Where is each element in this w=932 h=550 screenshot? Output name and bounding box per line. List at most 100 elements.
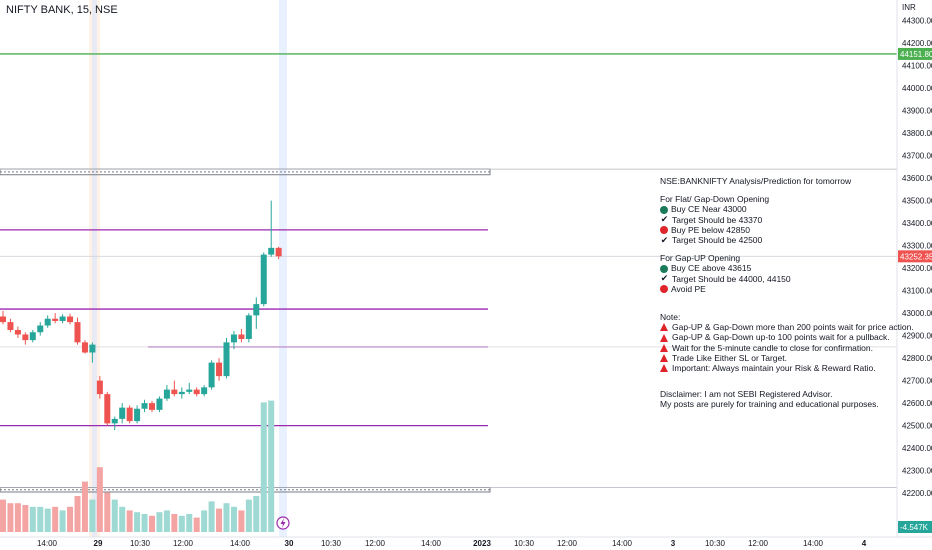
volume-bar: [201, 510, 208, 532]
x-tick-label: 12:00: [365, 539, 386, 548]
candle-body: [275, 247, 282, 257]
y-tick-label: 43800.00: [902, 129, 932, 138]
candle-body: [186, 389, 193, 392]
check-icon: ✔: [660, 234, 669, 245]
volume-bar: [238, 510, 245, 532]
x-tick-label: 14:00: [37, 539, 58, 548]
candle-body: [134, 408, 141, 422]
note-item: Gap-UP & Gap-Down more than 200 points w…: [660, 322, 922, 332]
volume-bar: [216, 508, 223, 532]
x-tick-label: 2023: [473, 539, 491, 548]
candle-body: [52, 318, 59, 321]
volume-bar: [223, 503, 230, 532]
volume-bar: [119, 506, 126, 532]
note-item-text: Wait for the 5-minute candle to close fo…: [672, 342, 873, 353]
gapup-heading: For Gap-UP Opening: [660, 253, 741, 264]
candle-body: [230, 334, 237, 343]
volume-bar: [186, 514, 193, 532]
y-tick-label: 42800.00: [902, 354, 932, 363]
green-dot-icon: [660, 205, 668, 214]
x-tick-label: 12:00: [557, 539, 578, 548]
y-tick-label: 43200.00: [902, 264, 932, 273]
note-item: Important: Always maintain your Risk & R…: [660, 363, 922, 373]
flat-item-text: Buy PE below 42850: [671, 224, 750, 235]
candle-body: [216, 362, 223, 377]
y-tick-label: 44200.00: [902, 39, 932, 48]
volume-bar: [81, 481, 88, 532]
y-tick-label: 42400.00: [902, 444, 932, 453]
volume-bar: [59, 510, 66, 532]
candle-body: [81, 342, 88, 353]
gapup-item-text: Avoid PE: [671, 283, 706, 294]
candle-body: [141, 403, 148, 409]
volume-bar: [141, 514, 148, 532]
volume-bar: [178, 515, 185, 532]
gapup-item: ✔ Target Should be 44000, 44150: [660, 274, 922, 284]
volume-bar: [134, 512, 141, 532]
note-title: NSE:BANKNIFTY Analysis/Prediction for to…: [660, 176, 852, 186]
price-tag-label: 43252.35: [900, 252, 932, 261]
x-tick-label: 3: [671, 539, 676, 548]
volume-bar: [163, 510, 170, 532]
analysis-note: NSE:BANKNIFTY Analysis/Prediction for to…: [660, 176, 922, 410]
volume-bar: [14, 503, 21, 532]
volume-bar: [52, 506, 59, 532]
flat-item: ✔ Target Should be 42500: [660, 235, 922, 245]
candle-body: [260, 254, 267, 305]
note-item: Trade Like Either SL or Target.: [660, 353, 922, 363]
price-tag-label: 44151.80: [900, 50, 932, 59]
candle-body: [0, 316, 6, 323]
note-item-text: Gap-UP & Gap-Down more than 200 points w…: [672, 322, 914, 333]
note-item-text: Gap-UP & Gap-Down up-to 100 points wait …: [672, 332, 890, 343]
volume-bar: [245, 499, 252, 532]
y-tick-label: 42700.00: [902, 377, 932, 386]
price-tag: [898, 250, 932, 263]
candle-body: [238, 334, 245, 339]
volume-bar: [96, 467, 103, 532]
x-tick-label: 12:00: [173, 539, 194, 548]
volume-bar: [29, 506, 36, 532]
candle-body: [156, 398, 163, 410]
disclaimer-line-1: Disclaimer: I am not SEBI Registered Adv…: [660, 389, 833, 400]
warning-icon: [660, 343, 668, 352]
note-heading: Note:: [660, 312, 681, 323]
flat-item: Buy CE Near 43000: [660, 204, 922, 214]
candle-body: [245, 315, 252, 339]
volume-bar: [193, 517, 200, 532]
volume-bar: [230, 506, 237, 532]
volume-bar: [0, 499, 6, 532]
candle-body: [59, 316, 66, 321]
y-tick-label: 43700.00: [902, 152, 932, 161]
candle-body: [104, 394, 111, 424]
check-icon: ✔: [660, 214, 669, 225]
gapup-item: Buy CE above 43615: [660, 263, 922, 273]
candle-body: [201, 387, 208, 395]
volume-bar: [208, 501, 215, 532]
candle-body: [96, 380, 103, 395]
note-item-text: Trade Like Either SL or Target.: [672, 352, 787, 363]
candle-body: [149, 403, 155, 410]
red-dot-icon: [660, 225, 668, 234]
candle-body: [7, 322, 14, 330]
volume-tag-label: -4.547K: [900, 523, 929, 532]
candle-body: [178, 391, 185, 395]
y-tick-label: 43100.00: [902, 287, 932, 296]
volume-bar: [67, 506, 74, 532]
candle-body: [268, 247, 275, 255]
y-tick-label: 44300.00: [902, 17, 932, 26]
check-icon: ✔: [660, 273, 669, 284]
candle-body: [44, 318, 51, 326]
y-tick-label: 42600.00: [902, 399, 932, 408]
candle-body: [119, 407, 126, 419]
volume-bar: [74, 496, 81, 532]
warning-icon: [660, 364, 668, 373]
candle-body: [223, 342, 230, 377]
candle-body: [193, 389, 200, 395]
y-tick-label: 42900.00: [902, 332, 932, 341]
volume-bar: [156, 512, 163, 532]
note-item-text: Important: Always maintain your Risk & R…: [672, 363, 876, 374]
y-tick-label: 42300.00: [902, 467, 932, 476]
green-dot-icon: [660, 264, 668, 273]
red-dot-icon: [660, 284, 668, 293]
